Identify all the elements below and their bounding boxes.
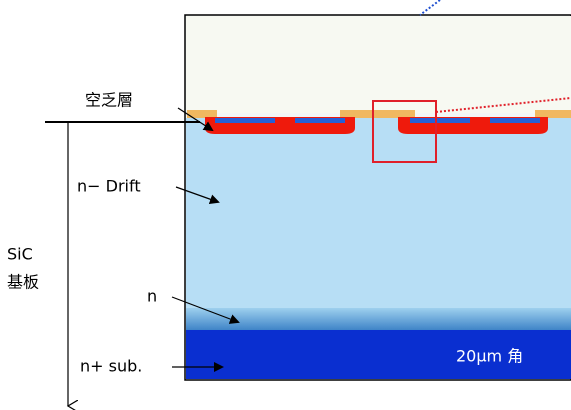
sic-label: SiC <box>7 245 33 264</box>
sem-image <box>185 0 571 380</box>
n-label: n <box>147 287 157 306</box>
substrate-label: 基板 <box>7 273 39 292</box>
scale-label: 20μm 角 <box>456 347 523 366</box>
diagram: 空乏層 n− Drift SiC 基板 n n+ sub. 20μm 角 <box>0 0 571 410</box>
depletion-label: 空乏層 <box>85 91 133 110</box>
nsub-label: n+ sub. <box>80 357 142 376</box>
drift-label: n− Drift <box>77 177 141 196</box>
